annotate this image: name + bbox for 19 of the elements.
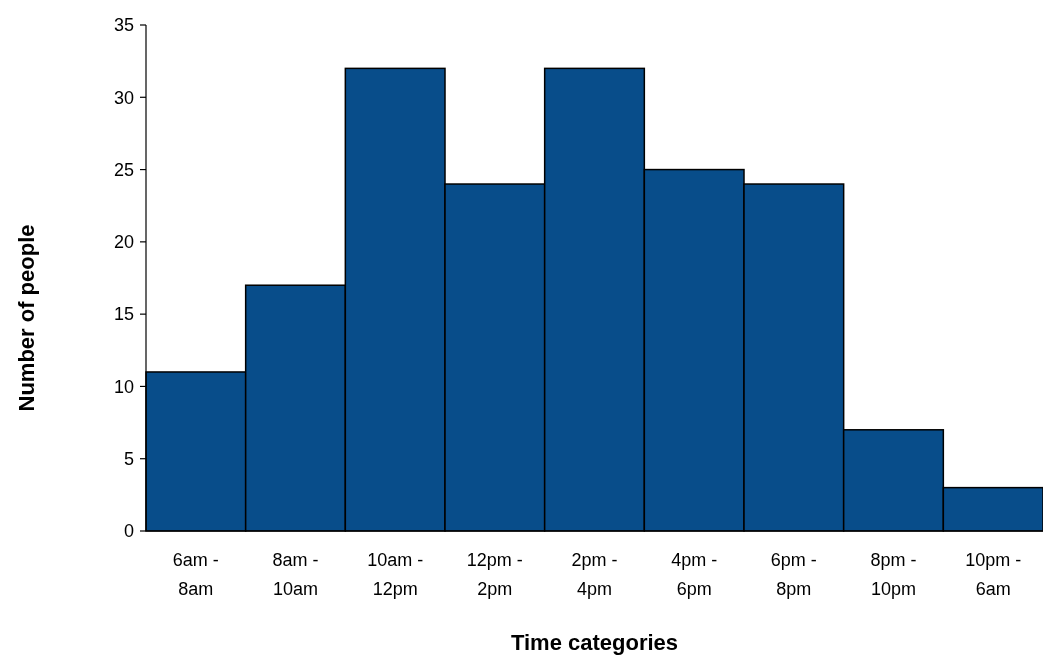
y-tick-label: 5 bbox=[123, 449, 134, 470]
y-tick-label: 35 bbox=[113, 15, 134, 36]
y-tick-label: 30 bbox=[113, 87, 134, 108]
x-tick-label: 6am - 8am bbox=[172, 550, 219, 599]
x-tick-label: 8pm - 10pm bbox=[870, 550, 917, 599]
x-tick-label: 10pm - 6am bbox=[965, 550, 1022, 599]
x-tick-label: 2pm - 4pm bbox=[571, 550, 618, 599]
x-tick-label: 6pm - 8pm bbox=[770, 550, 817, 599]
x-tick-label: 4pm - 6pm bbox=[671, 550, 718, 599]
y-tick-label: 25 bbox=[113, 159, 134, 180]
y-tick-label: 10 bbox=[113, 376, 134, 397]
x-tick-label: 8am - 10am bbox=[272, 550, 319, 599]
x-tick-label: 12pm - 2pm bbox=[466, 550, 523, 599]
x-tick-label: 10am - 12pm bbox=[367, 550, 424, 599]
y-axis-title: Number of people bbox=[14, 224, 39, 412]
x-axis-title: Time categories bbox=[510, 630, 679, 655]
y-tick-label: 15 bbox=[113, 304, 134, 325]
y-tick-label: 0 bbox=[123, 521, 134, 542]
y-tick-label: 20 bbox=[113, 232, 134, 253]
